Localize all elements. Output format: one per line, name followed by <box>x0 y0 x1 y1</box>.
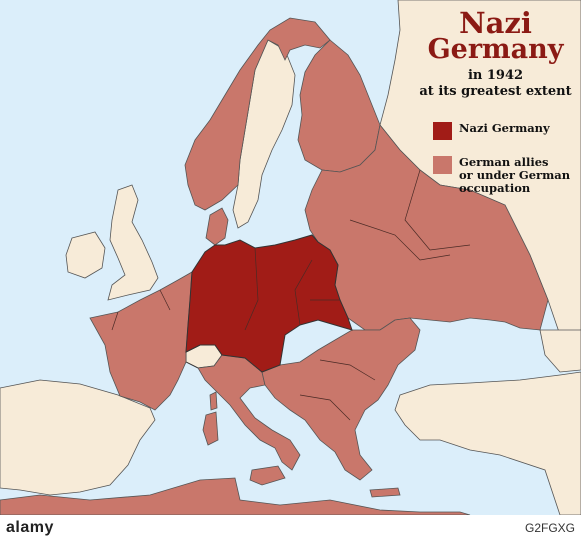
land-denmark <box>205 207 229 246</box>
map-title-line1: Nazi <box>459 6 532 40</box>
watermark-bar: alamy G2FGXG <box>0 515 581 540</box>
map-subtitle-line1: in 1942 <box>467 68 524 83</box>
map-subtitle-line2: at its greatest extent <box>419 84 572 99</box>
land-turkey <box>394 371 581 516</box>
legend-swatch-nazi-germany <box>433 122 452 140</box>
land-corsica <box>209 391 218 411</box>
land-balkans <box>261 317 421 481</box>
land-crete <box>369 487 401 498</box>
watermark-brand: alamy <box>6 518 54 536</box>
legend-swatch-allies <box>433 156 452 174</box>
legend-item-nazi-germany: Nazi Germany <box>433 122 550 140</box>
map-title-line2: Germany <box>427 34 564 65</box>
land-nazi-germany <box>185 234 353 373</box>
land-sardinia <box>202 411 219 446</box>
legend-label-nazi-germany: Nazi Germany <box>459 121 550 135</box>
land-france <box>89 271 193 411</box>
land-north-africa <box>0 477 471 516</box>
land-sicily <box>249 465 286 486</box>
legend-label-allies: German allies or under German occupation <box>459 155 571 195</box>
land-iberia <box>0 379 156 496</box>
land-caucasus <box>539 329 581 373</box>
land-great-britain <box>107 184 159 301</box>
border-lines <box>111 169 471 421</box>
land-ireland <box>65 231 106 279</box>
legend-item-allies: German allies or under German occupation <box>433 156 570 195</box>
watermark-image-id: G2FGXG <box>524 520 575 535</box>
